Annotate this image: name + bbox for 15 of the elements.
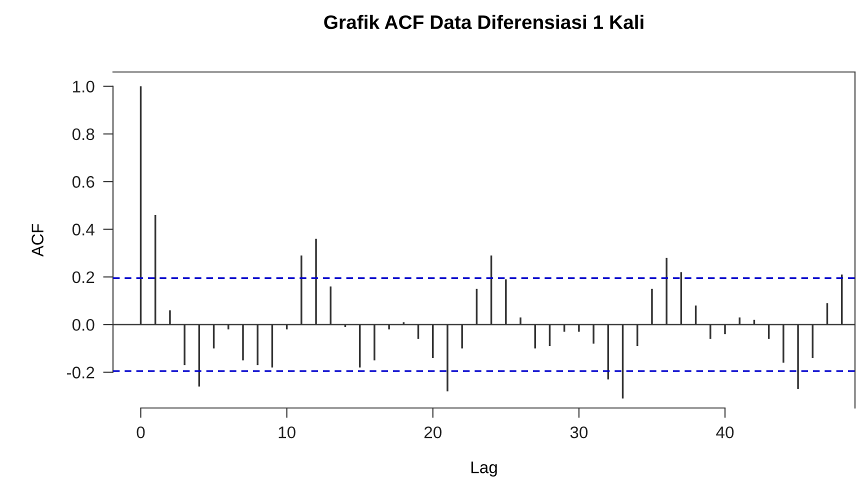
x-tick-label: 20: [424, 426, 442, 438]
x-tick-label: 0: [136, 426, 145, 438]
y-tick-label: -0.2: [66, 366, 94, 378]
y-axis-title: ACF: [32, 224, 44, 257]
y-tick-label: 0.2: [72, 271, 94, 284]
chart-title: Grafik ACF Data Diferensiasi 1 Kali: [324, 14, 644, 30]
y-tick-label: 0.0: [72, 318, 94, 331]
x-tick-label: 30: [570, 426, 588, 438]
x-tick-label: 40: [716, 426, 734, 438]
y-tick-label: 0.8: [72, 128, 94, 140]
x-axis-title: Lag: [471, 462, 497, 477]
y-tick-label: 1.0: [73, 80, 94, 92]
y-tick-label: 0.4: [72, 224, 94, 236]
y-tick-label: 0.6: [72, 176, 94, 188]
x-tick-label: 10: [278, 426, 296, 438]
